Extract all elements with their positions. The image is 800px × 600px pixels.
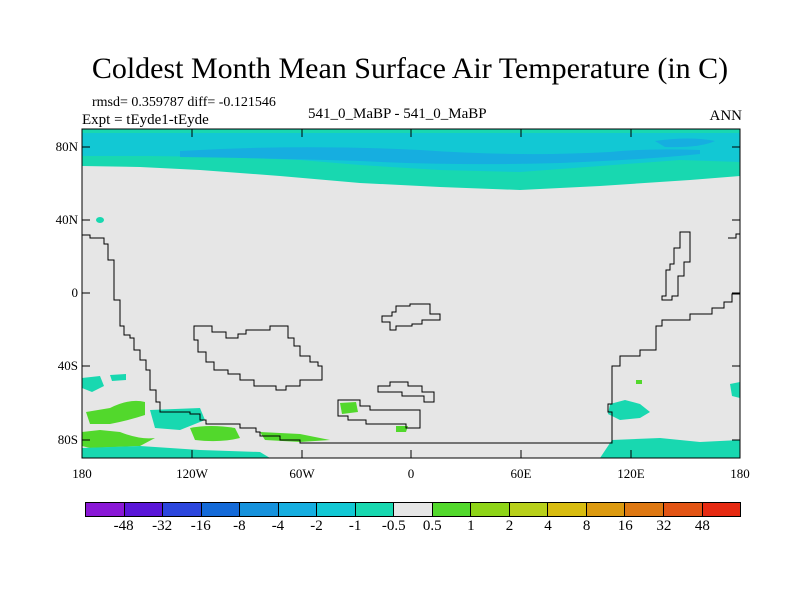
colorbar-box: [394, 503, 433, 516]
lat-label-0: 0: [71, 285, 79, 300]
experiment-label: Expt = tEyde1-tEyde: [82, 112, 209, 128]
south-warm-patch-b: [82, 430, 155, 448]
coastline-central-landmass: [193, 325, 323, 391]
colorbar-label: -4: [271, 518, 285, 534]
lon-label-0: 0: [407, 466, 415, 481]
colorbar-label: 48: [694, 518, 710, 534]
coastline-west-continent: [82, 234, 740, 444]
south-cool-patch-west: [82, 376, 104, 392]
colorbar-box: [86, 503, 125, 516]
colorbar-label: 4: [544, 518, 552, 534]
colorbar-label: 16: [617, 518, 633, 534]
colorbar-box: [625, 503, 664, 516]
coastline-east-island: [381, 303, 441, 331]
lon-label-180e: 180: [730, 466, 750, 481]
colorbar-box: [278, 503, 318, 516]
lon-label-60w: 60W: [289, 466, 315, 481]
arctic-coolest-band: [180, 147, 700, 165]
lat-label-40n: 40N: [55, 212, 78, 227]
axis-ticks: [82, 129, 740, 458]
colorbar-label: 1: [467, 518, 475, 534]
south-cool-patch-c: [730, 382, 740, 398]
south-warm-patch-c: [190, 426, 240, 442]
colorbar-label: -0.5: [381, 518, 406, 534]
colorbar-label: -1: [348, 518, 362, 534]
south-cool-patch-e: [82, 446, 270, 458]
south-cool-patch-d: [600, 438, 740, 458]
colorbar-label: 32: [656, 518, 672, 534]
coastline-south-block: [337, 399, 421, 429]
colorbar-label: -16: [190, 518, 211, 534]
south-cool-patch-west2: [110, 374, 126, 381]
map-title: Coldest Month Mean Surface Air Temperatu…: [91, 52, 729, 85]
colorbar-label: -48: [113, 518, 134, 534]
colorbar-box: [163, 503, 202, 516]
colorbar-box: [432, 503, 472, 516]
lat-label-80n: 80N: [55, 139, 78, 154]
lat-label-80s: 80S: [57, 432, 78, 447]
south-warm-patch-e: [340, 402, 358, 414]
colorbar-box: [663, 503, 703, 516]
colorbar-box: [509, 503, 549, 516]
colorbar-box: [201, 503, 241, 516]
south-warm-patch-f: [396, 426, 408, 432]
colorbar-box: [240, 503, 279, 516]
colorbar-box: [548, 503, 587, 516]
colorbar-label: 0.5: [422, 518, 442, 534]
coastlines: [82, 231, 740, 444]
south-warm-patch-g: [636, 380, 642, 384]
coastline-south-island: [377, 381, 435, 403]
lon-label-120w: 120W: [176, 466, 208, 481]
colorbar-label: 8: [582, 518, 591, 534]
south-warm-patch-d: [260, 432, 330, 442]
colorbar-box: [355, 503, 395, 516]
south-cool-patch-b: [608, 400, 650, 420]
north-cool-patch: [96, 217, 104, 223]
colorbar: [85, 502, 741, 517]
colorbar-label: -8: [233, 518, 246, 534]
season-label: ANN: [709, 108, 743, 124]
rmsd-diff-stats: rmsd= 0.359787 diff= -0.121546: [92, 95, 276, 110]
colorbar-label: 2: [505, 518, 514, 534]
colorbar-box: [471, 503, 510, 516]
colorbar-box: [317, 503, 356, 516]
coastline-east-strip: [661, 231, 691, 301]
lat-label-40s: 40S: [57, 358, 78, 373]
colorbar-label: -32: [152, 518, 173, 534]
colorbar-box: [586, 503, 626, 516]
arctic-coolest-spot: [655, 138, 715, 148]
colorbar-label: -2: [310, 518, 323, 534]
map-subtitle: 541_0_MaBP - 541_0_MaBP: [308, 106, 487, 122]
colorbar-box: [702, 503, 741, 516]
south-warm-patch-a: [86, 400, 145, 424]
lon-label-120e: 120E: [617, 466, 645, 481]
coastline-far-east: [728, 233, 740, 239]
lon-label-180w: 180: [72, 466, 92, 481]
lon-label-60e: 60E: [510, 466, 532, 481]
colorbar-box: [124, 503, 164, 516]
